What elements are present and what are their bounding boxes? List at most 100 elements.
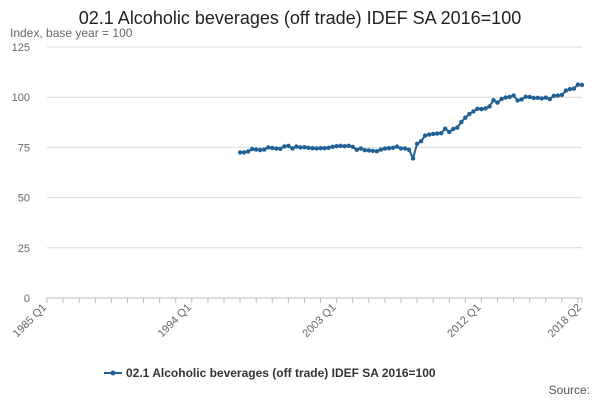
data-point [406,147,412,153]
data-point [443,126,448,131]
x-tick-label: 2003 Q1 [300,302,338,340]
data-point [286,143,291,148]
x-tick-label: 2012 Q1 [445,302,483,340]
data-point [567,86,573,92]
data-point [398,146,404,151]
data-point [499,96,504,102]
data-point [422,133,428,138]
data-point [543,95,548,100]
data-point [245,149,251,154]
data-point [237,150,243,155]
data-point [439,130,444,136]
x-tick-label: 1985 Q1 [11,302,49,340]
data-point [571,86,577,91]
data-point [350,144,355,149]
data-point [282,144,287,149]
data-point [362,148,367,153]
data-point [475,106,480,112]
data-point [463,115,468,120]
data-point [459,119,464,125]
data-point [306,145,311,150]
data-point [358,146,363,151]
data-point [430,131,436,137]
chart-subtitle: Index, base year = 100 [10,26,133,40]
data-point [338,143,343,148]
data-point [535,95,540,101]
data-point [310,146,315,151]
data-point [402,146,408,151]
y-tick-label: 0 [24,293,30,305]
data-point [511,93,516,98]
x-tick-label: 2018 Q2 [546,302,584,340]
legend[interactable]: 02.1 Alcoholic beverages (off trade) IDE… [104,366,436,380]
data-point [527,94,532,100]
data-point [241,150,247,155]
source-label: Source: [549,383,590,397]
data-point [483,106,488,111]
data-point [294,144,299,149]
data-point [258,147,263,153]
data-point [495,100,500,105]
legend-marker-swatch [110,370,116,376]
data-point [346,143,351,148]
data-point [386,146,392,151]
legend-label: 02.1 Alcoholic beverages (off trade) IDE… [126,366,436,380]
data-point [298,145,303,150]
data-point [479,106,484,112]
y-tick-label: 100 [12,92,30,104]
data-point [487,104,492,109]
data-point [575,82,581,87]
data-point [374,149,380,154]
data-point [507,94,512,100]
data-point [366,148,371,153]
data-point [523,94,528,100]
data-point [322,146,327,151]
data-point [547,96,553,102]
data-point [342,144,347,149]
data-point [503,95,508,100]
y-tick-label: 25 [18,243,30,255]
data-point [330,144,335,149]
x-tick-label: 1994 Q1 [156,302,194,340]
data-point [467,111,472,117]
data-point [451,126,456,132]
chart-title: 02.1 Alcoholic beverages (off trade) IDE… [79,8,521,28]
series-layer [237,82,585,161]
data-point [253,147,259,152]
data-point [579,82,585,88]
data-point [270,145,275,151]
data-point [426,132,432,137]
data-point [334,144,339,149]
data-point [326,145,331,150]
axes: 0 25 50 75 100 125 1985 Q1 1994 Q1 2003 Q1 2012 Q… [11,42,584,340]
data-point [418,138,424,144]
data-point [555,93,561,98]
data-point [519,97,524,102]
y-tick-label: 75 [18,142,30,154]
data-point [471,109,476,114]
data-point [491,98,496,103]
data-point [559,92,565,98]
data-point [447,129,452,135]
data-point [274,146,279,151]
y-tick-label: 125 [12,42,30,54]
data-point [414,141,420,146]
data-point [249,146,255,152]
data-point [278,146,283,152]
data-point [563,88,569,93]
data-point [370,148,376,154]
data-point [378,147,384,152]
y-tick-label: 50 [18,193,30,205]
data-point [382,146,388,151]
data-point [410,156,416,161]
data-point [551,93,557,98]
data-point [515,98,520,103]
data-point [394,144,400,149]
data-point [434,131,440,136]
data-point [539,96,544,101]
data-point [262,147,267,152]
data-point [531,95,536,101]
data-point [354,147,359,153]
data-point [290,146,295,151]
